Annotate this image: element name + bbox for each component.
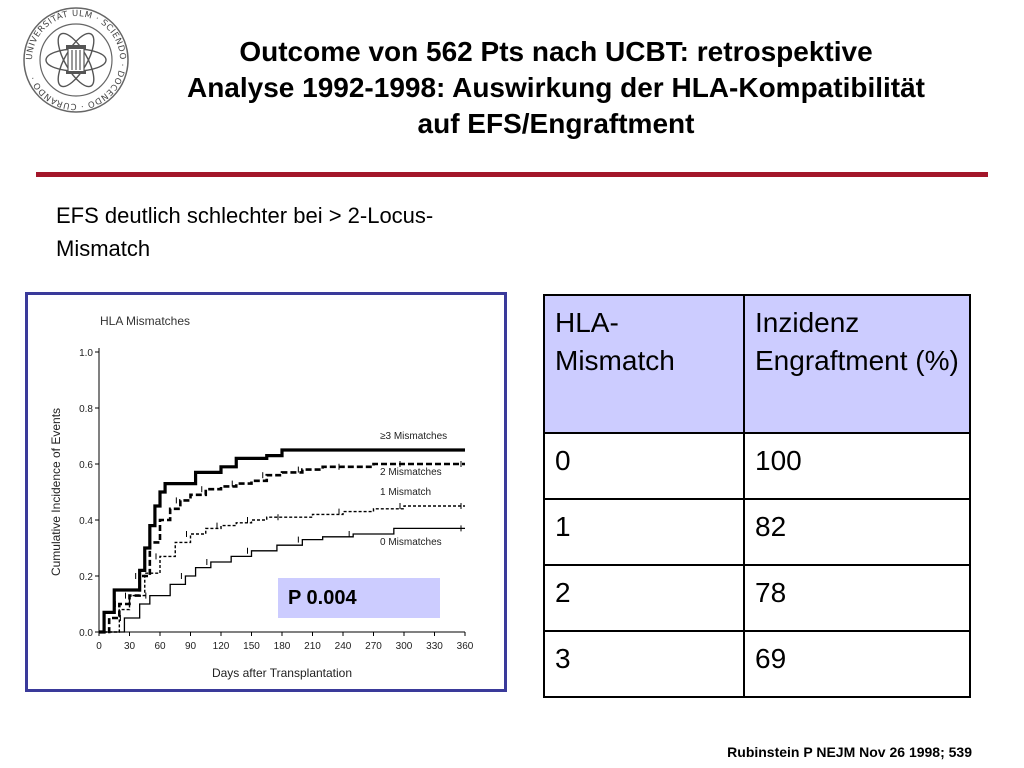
title-line-1: Outcome von 562 Pts nach UCBT: retrospek… (239, 36, 873, 67)
y-tick-label: 0.4 (79, 516, 93, 527)
hla-table: HLA-Mismatch Inzidenz Engraftment (%) 0 … (543, 294, 971, 698)
y-tick-label: 0.6 (79, 460, 93, 471)
cell-incidence: 100 (743, 432, 971, 500)
incidence-chart: HLA Mismatches 0.0 0.2 0.4 0.6 0.8 1.0 0 30 60 90 1… (49, 314, 474, 680)
header-engraftment: Inzidenz Engraftment (%) (743, 294, 971, 434)
title-line-3: auf EFS/Engraftment (417, 108, 695, 139)
series-label: 2 Mismatches (380, 467, 442, 478)
series-line-3 (99, 527, 465, 633)
x-tick-label: 60 (154, 641, 166, 652)
title-line-2: Analyse 1992-1998: Auswirkung der HLA-Ko… (186, 72, 926, 103)
slide-title: Outcome von 562 Pts nach UCBT: retrospek… (106, 34, 1006, 142)
source-citation: Rubinstein P NEJM Nov 26 1998; 539 (727, 744, 972, 760)
y-tick-label: 0.0 (79, 628, 93, 639)
p-value-box: P 0.004 (278, 578, 440, 618)
series-line-1 (99, 462, 465, 634)
table-header-row: HLA-Mismatch Inzidenz Engraftment (%) (543, 294, 971, 434)
university-logo: UNIVERSITÄT ULM · SCIENDO · DOCENDO · CU… (23, 7, 129, 113)
x-tick-label: 240 (335, 641, 352, 652)
bullet-text: EFS deutlich schlechter bei > 2-Locus-Mi… (56, 203, 434, 261)
x-tick-label: 300 (396, 641, 413, 652)
x-tick-label: 270 (365, 641, 382, 652)
table-row: 0 100 (543, 432, 971, 500)
series-label: 1 Mismatch (380, 487, 431, 498)
chart-frame: HLA Mismatches 0.0 0.2 0.4 0.6 0.8 1.0 0 30 60 90 1… (25, 292, 507, 692)
x-tick-label: 0 (96, 641, 102, 652)
header-hla-mismatch: HLA-Mismatch (543, 294, 745, 434)
cell-mismatch: 2 (543, 564, 745, 632)
cell-incidence: 78 (743, 564, 971, 632)
y-tick-label: 1.0 (79, 348, 93, 359)
series-label: 0 Mismatches (380, 537, 442, 548)
x-tick-label: 210 (304, 641, 321, 652)
table-row: 1 82 (543, 498, 971, 566)
cell-mismatch: 3 (543, 630, 745, 698)
y-tick-label: 0.8 (79, 404, 93, 415)
title-divider (36, 172, 988, 177)
x-tick-label: 150 (243, 641, 260, 652)
y-axis-label: Cumulative Incidence of Events (49, 408, 63, 576)
chart-title: HLA Mismatches (100, 314, 190, 328)
y-tick-label: 0.2 (79, 572, 93, 583)
x-tick-label: 360 (457, 641, 474, 652)
x-tick-label: 90 (185, 641, 197, 652)
cell-incidence: 82 (743, 498, 971, 566)
series-label: ≥3 Mismatches (380, 431, 447, 442)
series-line-0 (99, 448, 465, 634)
x-tick-label: 330 (426, 641, 443, 652)
x-tick-label: 180 (274, 641, 291, 652)
cell-incidence: 69 (743, 630, 971, 698)
cell-mismatch: 1 (543, 498, 745, 566)
series-line-2 (99, 505, 465, 633)
x-tick-label: 30 (124, 641, 136, 652)
cell-mismatch: 0 (543, 432, 745, 500)
table-row: 3 69 (543, 630, 971, 698)
x-axis-label: Days after Transplantation (212, 666, 352, 680)
table-row: 2 78 (543, 564, 971, 632)
x-tick-label: 120 (213, 641, 230, 652)
